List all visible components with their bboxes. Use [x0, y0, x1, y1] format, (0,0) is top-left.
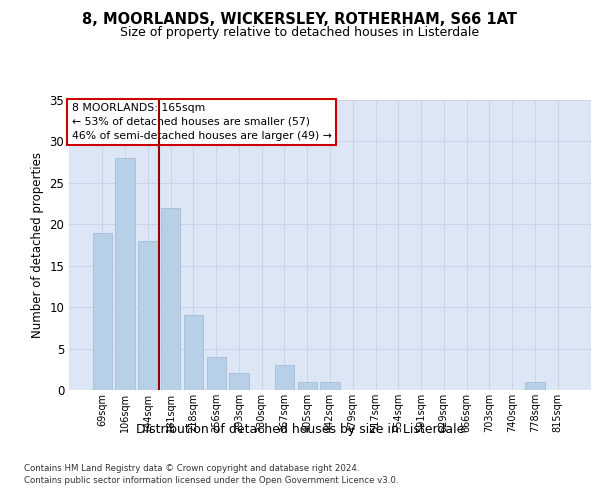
Bar: [184, 316, 203, 390]
Bar: [138, 241, 158, 390]
Bar: [115, 158, 135, 390]
Bar: [525, 382, 545, 390]
Bar: [320, 382, 340, 390]
Bar: [161, 208, 181, 390]
Y-axis label: Number of detached properties: Number of detached properties: [31, 152, 44, 338]
Text: Distribution of detached houses by size in Listerdale: Distribution of detached houses by size …: [136, 422, 464, 436]
Text: Contains public sector information licensed under the Open Government Licence v3: Contains public sector information licen…: [24, 476, 398, 485]
Bar: [206, 357, 226, 390]
Text: 8 MOORLANDS: 165sqm
← 53% of detached houses are smaller (57)
46% of semi-detach: 8 MOORLANDS: 165sqm ← 53% of detached ho…: [71, 103, 331, 141]
Bar: [275, 365, 294, 390]
Text: 8, MOORLANDS, WICKERSLEY, ROTHERHAM, S66 1AT: 8, MOORLANDS, WICKERSLEY, ROTHERHAM, S66…: [83, 12, 517, 28]
Text: Contains HM Land Registry data © Crown copyright and database right 2024.: Contains HM Land Registry data © Crown c…: [24, 464, 359, 473]
Bar: [298, 382, 317, 390]
Bar: [93, 232, 112, 390]
Bar: [229, 374, 248, 390]
Text: Size of property relative to detached houses in Listerdale: Size of property relative to detached ho…: [121, 26, 479, 39]
